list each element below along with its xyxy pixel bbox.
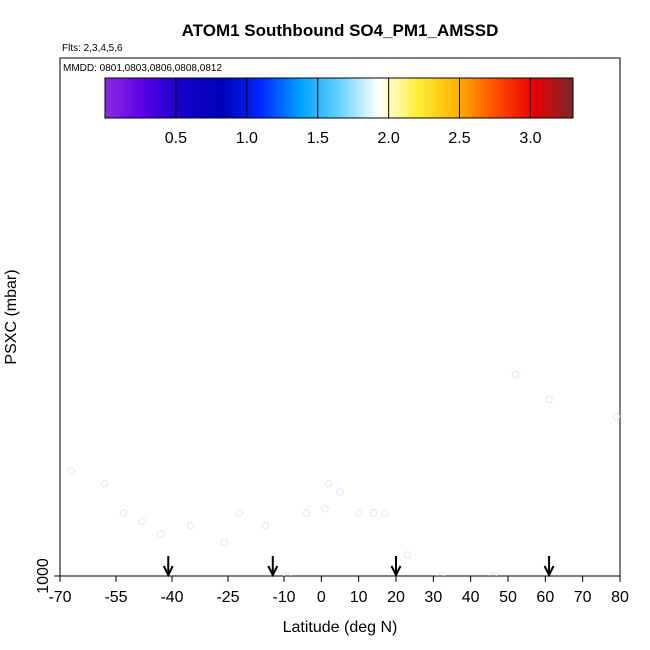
- observation-point: [261, 521, 270, 530]
- x-tick-label: 60: [536, 589, 554, 606]
- colorbar-gradient: [104, 77, 574, 119]
- observation-point: [186, 521, 195, 530]
- observation-point: [511, 370, 520, 379]
- x-tick-label: -10: [272, 589, 295, 606]
- location-arrow-head: [162, 565, 174, 578]
- observation-point: [354, 509, 363, 517]
- y-axis: 2004006008001000: [35, 558, 60, 594]
- observation-point: [437, 572, 445, 576]
- observation-point: [381, 509, 389, 517]
- x-tick-label: -25: [216, 589, 239, 606]
- observation-point: [321, 505, 329, 513]
- observation-point: [220, 538, 229, 547]
- observation-point: [302, 509, 311, 517]
- observation-point: [325, 479, 333, 488]
- location-arrow-head: [267, 565, 279, 578]
- x-axis: -70 -55 -40 -25 -10 0 10 20 30 40 50 60 70 80: [48, 576, 629, 606]
- x-tick-label: -40: [160, 589, 183, 606]
- colorbar-tick-label: 0.5: [165, 130, 187, 147]
- x-tick-label: 10: [350, 589, 368, 606]
- x-tick-label: -70: [48, 589, 71, 606]
- observation-point: [67, 467, 75, 475]
- x-tick-label: 80: [611, 589, 629, 606]
- colorbar-tick-label: 1.0: [236, 130, 258, 147]
- x-tick-label: 70: [574, 589, 592, 606]
- observation-point: [545, 395, 553, 404]
- observation-point: [489, 572, 497, 576]
- observation-point: [157, 530, 165, 538]
- location-arrow-head: [543, 565, 555, 578]
- colorbar: 0.5 1.0 1.5 2.0 2.5 3.0: [104, 77, 574, 147]
- plot-frame: [59, 57, 621, 577]
- y-tick-label: 1000: [35, 558, 52, 594]
- location-arrow-head: [390, 565, 402, 578]
- colorbar-tick-label: 2.5: [448, 130, 470, 147]
- x-tick-label: 0: [317, 589, 326, 606]
- x-tick-label: -55: [104, 589, 127, 606]
- location-arrows: [162, 556, 555, 578]
- colorbar-tick-label: 3.0: [519, 130, 541, 147]
- observation-point: [403, 551, 412, 559]
- x-axis-label: Latitude (deg N): [283, 619, 398, 636]
- observation-point: [336, 488, 344, 496]
- observation-point: [283, 572, 292, 576]
- observation-point: [369, 509, 378, 517]
- x-tick-label: 20: [387, 589, 405, 606]
- x-tick-label: 40: [462, 589, 480, 606]
- colorbar-tick-label: 1.5: [307, 130, 329, 147]
- observation-point: [138, 517, 146, 526]
- observation-point: [119, 509, 128, 517]
- x-tick-label: 50: [499, 589, 517, 606]
- chart-title: ATOM1 Southbound SO4_PM1_AMSSD: [182, 21, 499, 40]
- observation-point: [235, 509, 243, 517]
- colorbar-tick-label: 2.0: [378, 130, 400, 147]
- observation-point: [101, 479, 109, 488]
- y-axis-label: PSXC (mbar): [3, 269, 20, 364]
- x-tick-label: 30: [424, 589, 442, 606]
- dates-note: MMDD: 0801,0803,0806,0808,0812: [63, 63, 222, 74]
- observation-points: [67, 370, 620, 613]
- observation-point: [471, 606, 478, 613]
- observation-point: [612, 412, 620, 421]
- flights-note: Flts: 2,3,4,5,6: [62, 43, 123, 54]
